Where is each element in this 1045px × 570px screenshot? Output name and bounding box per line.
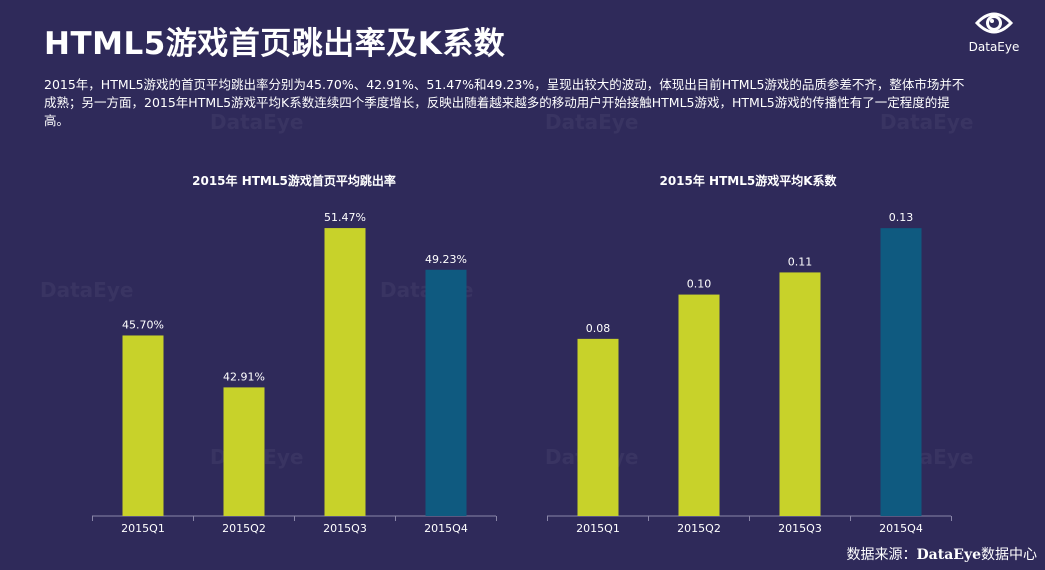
kfactor-bar-2015Q1 [577, 338, 619, 516]
watermark: DataEye [210, 110, 304, 134]
kfactor-tick-label: 2015Q3 [778, 522, 822, 535]
watermark: DataEye [40, 278, 134, 302]
bounce-tick-label: 2015Q2 [222, 522, 266, 535]
bounce-bar-2015Q4 [425, 269, 467, 516]
kfactor-data-label: 0.08 [586, 322, 611, 335]
chart-title-left: 2015年 HTML5游戏首页平均跳出率 [192, 174, 396, 188]
bounce-bar-2015Q2 [223, 387, 265, 516]
bounce-data-label: 42.91% [223, 370, 265, 383]
kfactor-bar-2015Q2 [678, 294, 720, 516]
bounce-tick-label: 2015Q1 [121, 522, 165, 535]
page-title: HTML5游戏首页跳出率及K系数 [44, 26, 506, 62]
watermark: DataEye [545, 110, 639, 134]
description: 2015年，HTML5游戏的首页平均跳出率分别为45.70%、42.91%、51… [44, 77, 965, 128]
kfactor-data-label: 0.10 [687, 278, 712, 291]
watermark: DataEye [880, 110, 974, 134]
bounce-bar-2015Q1 [122, 335, 164, 516]
chart-title-right: 2015年 HTML5游戏平均K系数 [659, 174, 837, 188]
kfactor-bar-2015Q3 [779, 272, 821, 516]
kfactor-data-label: 0.13 [889, 211, 914, 224]
kfactor-tick-label: 2015Q1 [576, 522, 620, 535]
source-note: 数据来源：DataEye数据中心 [846, 547, 1037, 563]
kfactor-tick-label: 2015Q2 [677, 522, 721, 535]
bounce-tick-label: 2015Q3 [323, 522, 367, 535]
eye-icon [974, 12, 1014, 34]
bounce-data-label: 49.23% [425, 253, 467, 266]
bounce-tick-label: 2015Q4 [424, 522, 468, 535]
kfactor-bar-2015Q4 [880, 228, 922, 516]
logo-text: DataEye [968, 40, 1020, 54]
kfactor-data-label: 0.11 [788, 255, 813, 268]
bounce-data-label: 51.47% [324, 211, 366, 224]
bounce-data-label: 45.70% [122, 318, 164, 331]
bounce-bar-2015Q3 [324, 228, 366, 516]
kfactor-tick-label: 2015Q4 [879, 522, 923, 535]
logo: DataEye [961, 8, 1027, 54]
